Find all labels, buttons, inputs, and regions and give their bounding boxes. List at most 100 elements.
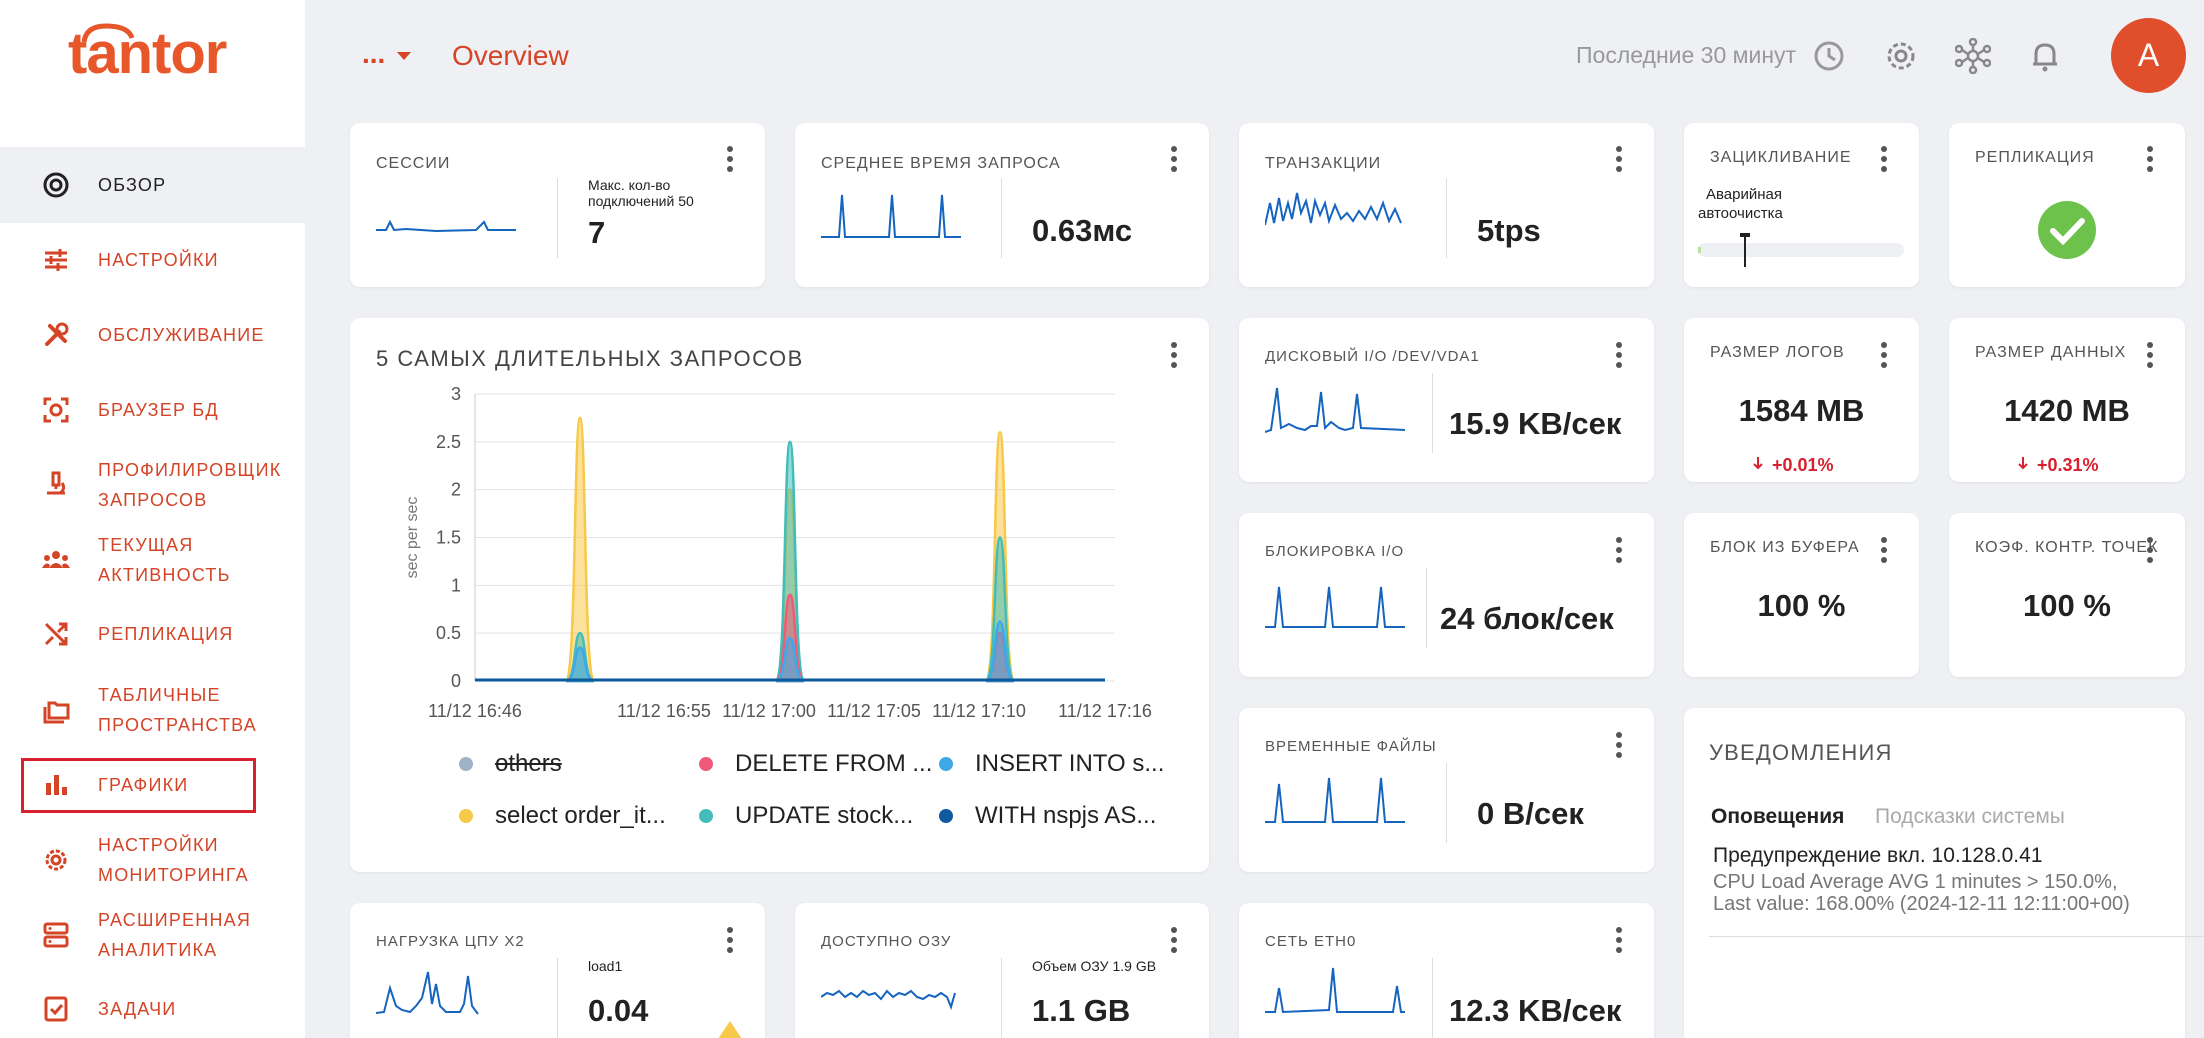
gear-icon: [40, 844, 72, 876]
legend-item-others[interactable]: others: [459, 750, 562, 778]
sessions-card: СЕССИИ Макс. кол-во подключений 50 7: [350, 123, 765, 287]
sidebar-item-label: ОБЗОР: [98, 175, 167, 195]
card-title: ТРАНЗАКЦИИ: [1265, 155, 1382, 172]
top-queries-card: 5 САМЫХ ДЛИТЕЛЬНЫХ ЗАПРОСОВ 0 0.5 1 1.5 2 2.5…: [350, 318, 1209, 872]
legend-item-delete[interactable]: DELETE FROM ...: [699, 750, 932, 778]
sidebar-item-replication[interactable]: РЕПЛИКАЦИЯ: [20, 613, 290, 655]
checkpoint-value: 100 %: [2023, 588, 2111, 623]
people-icon: [40, 544, 72, 576]
sidebar-item-db-browser[interactable]: БРАУЗЕР БД: [20, 389, 290, 431]
io-lock-value: 24 блок/сек: [1440, 601, 1614, 636]
check-circle-icon: [2038, 201, 2096, 259]
wraparound-progress-bar: [1698, 243, 1904, 257]
sidebar-item-advanced-analytics[interactable]: РАСШИРЕННАЯ АНАЛИТИКА: [20, 904, 290, 966]
more-vert-icon[interactable]: [1170, 146, 1178, 174]
cpu-card: НАГРУЗКА ЦПУ X2 load1 0.04: [350, 903, 765, 1038]
sidebar-item-charts[interactable]: ГРАФИКИ: [20, 764, 290, 806]
sessions-note-line1: Макс. кол-во: [588, 177, 671, 193]
card-divider: [1446, 178, 1447, 258]
cpu-sparkline: [376, 971, 479, 1015]
card-title: ВРЕМЕННЫЕ ФАЙЛЫ: [1265, 738, 1437, 755]
bell-icon[interactable]: [2027, 38, 2063, 74]
sidebar-item-label: РЕПЛИКАЦИЯ: [98, 624, 234, 644]
y-tick-label: 0: [451, 671, 461, 691]
more-vert-icon[interactable]: [726, 146, 734, 174]
target-icon: [40, 169, 72, 201]
legend-item-insert[interactable]: INSERT INTO s...: [939, 750, 1164, 778]
card-title: КОЭФ. КОНТР. ТОЧЕК: [1975, 539, 2159, 556]
tab-system-hints[interactable]: Подсказки системы: [1875, 805, 2065, 828]
card-divider: [1426, 568, 1427, 648]
cpu-note: load1: [588, 958, 623, 974]
card-title: СЕТЬ ETH0: [1265, 933, 1357, 950]
sidebar-item-settings[interactable]: НАСТРОЙКИ: [20, 239, 290, 281]
tab-alerts[interactable]: Оповещения: [1711, 805, 1845, 828]
sidebar-item-maintenance[interactable]: ОБСЛУЖИВАНИЕ: [20, 314, 290, 356]
card-title: ДОСТУПНО ОЗУ: [821, 933, 952, 950]
series-peak-area: [565, 646, 595, 683]
more-vert-icon[interactable]: [1615, 342, 1623, 370]
legend-item-update[interactable]: UPDATE stock...: [699, 802, 913, 830]
wraparound-marker: [1744, 235, 1746, 267]
more-vert-icon[interactable]: [2146, 342, 2154, 370]
legend-label: WITH nspjs AS...: [975, 802, 1157, 829]
series-peak-area: [774, 440, 806, 683]
time-range-selector[interactable]: Последние 30 минут: [1576, 42, 1797, 68]
sidebar-item-label: ЗАДАЧИ: [98, 999, 177, 1019]
sidebar-item-tablespaces[interactable]: ТАБЛИЧНЫЕ ПРОСТРАНСТВА: [20, 679, 290, 741]
sidebar-item-label: ОБСЛУЖИВАНИЕ: [98, 325, 265, 345]
more-vert-icon[interactable]: [1880, 537, 1888, 565]
y-tick-label: 0.5: [436, 623, 461, 643]
chevron-down-icon[interactable]: [397, 52, 411, 60]
clock-icon[interactable]: [1811, 38, 1847, 74]
temp-files-sparkline: [1265, 777, 1405, 823]
transactions-card: ТРАНЗАКЦИИ 5tps: [1239, 123, 1654, 287]
more-vert-icon[interactable]: [1615, 732, 1623, 760]
more-vert-icon[interactable]: [1615, 146, 1623, 174]
legend-item-with[interactable]: WITH nspjs AS...: [939, 802, 1156, 830]
sidebar-item-label: РАСШИРЕННАЯ АНАЛИТИКА: [98, 905, 251, 965]
sessions-note: Макс. кол-во подключений 50: [588, 177, 694, 209]
transactions-sparkline: [1265, 192, 1402, 226]
network-value: 12.3 KB/сек: [1449, 993, 1622, 1028]
sidebar-item-monitoring-settings[interactable]: НАСТРОЙКИ МОНИТОРИНГА: [20, 829, 290, 891]
legend-dot: [939, 809, 953, 823]
card-divider: [1001, 958, 1002, 1038]
sidebar-item-tasks[interactable]: ЗАДАЧИ: [20, 988, 290, 1030]
notification-title[interactable]: Предупреждение вкл. 10.128.0.41: [1713, 844, 2043, 867]
more-vert-icon[interactable]: [2146, 537, 2154, 565]
more-vert-icon[interactable]: [1880, 342, 1888, 370]
user-avatar[interactable]: A: [2111, 18, 2186, 93]
more-vert-icon[interactable]: [1170, 927, 1178, 955]
gear-icon[interactable]: [1883, 38, 1919, 74]
arrow-down-icon: [1753, 457, 1763, 470]
more-vert-icon[interactable]: [2146, 146, 2154, 174]
more-vert-icon[interactable]: [726, 927, 734, 955]
card-title: СРЕДНЕЕ ВРЕМЯ ЗАПРОСА: [821, 155, 1061, 172]
sidebar-item-overview[interactable]: ОБЗОР: [20, 164, 290, 206]
legend-label: UPDATE stock...: [735, 802, 914, 829]
ram-note: Объем ОЗУ 1.9 GB: [1032, 958, 1157, 974]
more-vert-icon[interactable]: [1615, 537, 1623, 565]
charts-highlight-box: [21, 758, 256, 813]
log-size-value: 1584 MB: [1738, 393, 1865, 428]
notification-text-line2: Last value: 168.00% (2024-12-11 12:11:00…: [1713, 893, 2130, 915]
sidebar-item-query-profiler[interactable]: ПРОФИЛИРОВЩИК ЗАПРОСОВ: [20, 454, 290, 516]
more-vert-icon[interactable]: [1615, 927, 1623, 955]
sidebar-item-current-activity[interactable]: ТЕКУЩАЯ АКТИВНОСТЬ: [20, 529, 290, 591]
warning-icon: [718, 1021, 742, 1038]
network-topology-icon[interactable]: [1955, 38, 1991, 74]
y-tick-label: 3: [451, 384, 461, 404]
card-title: СЕССИИ: [376, 155, 451, 172]
more-vert-icon[interactable]: [1880, 146, 1888, 174]
folders-icon: [40, 694, 72, 726]
legend-item-select[interactable]: select order_it...: [459, 802, 666, 830]
more-vert-icon[interactable]: [1170, 342, 1178, 370]
card-title: РАЗМЕР ЛОГОВ: [1710, 344, 1845, 361]
chart-title: 5 САМЫХ ДЛИТЕЛЬНЫХ ЗАПРОСОВ: [376, 346, 804, 371]
sidebar-item-label: ТАБЛИЧНЫЕ ПРОСТРАНСТВА: [98, 680, 257, 740]
database-selector[interactable]: ...: [362, 38, 386, 69]
sidebar-item-label-line1: РАСШИРЕННАЯ: [98, 910, 252, 930]
tantor-logo[interactable]: tantor: [68, 21, 227, 86]
avg-query-sparkline: [821, 194, 961, 238]
